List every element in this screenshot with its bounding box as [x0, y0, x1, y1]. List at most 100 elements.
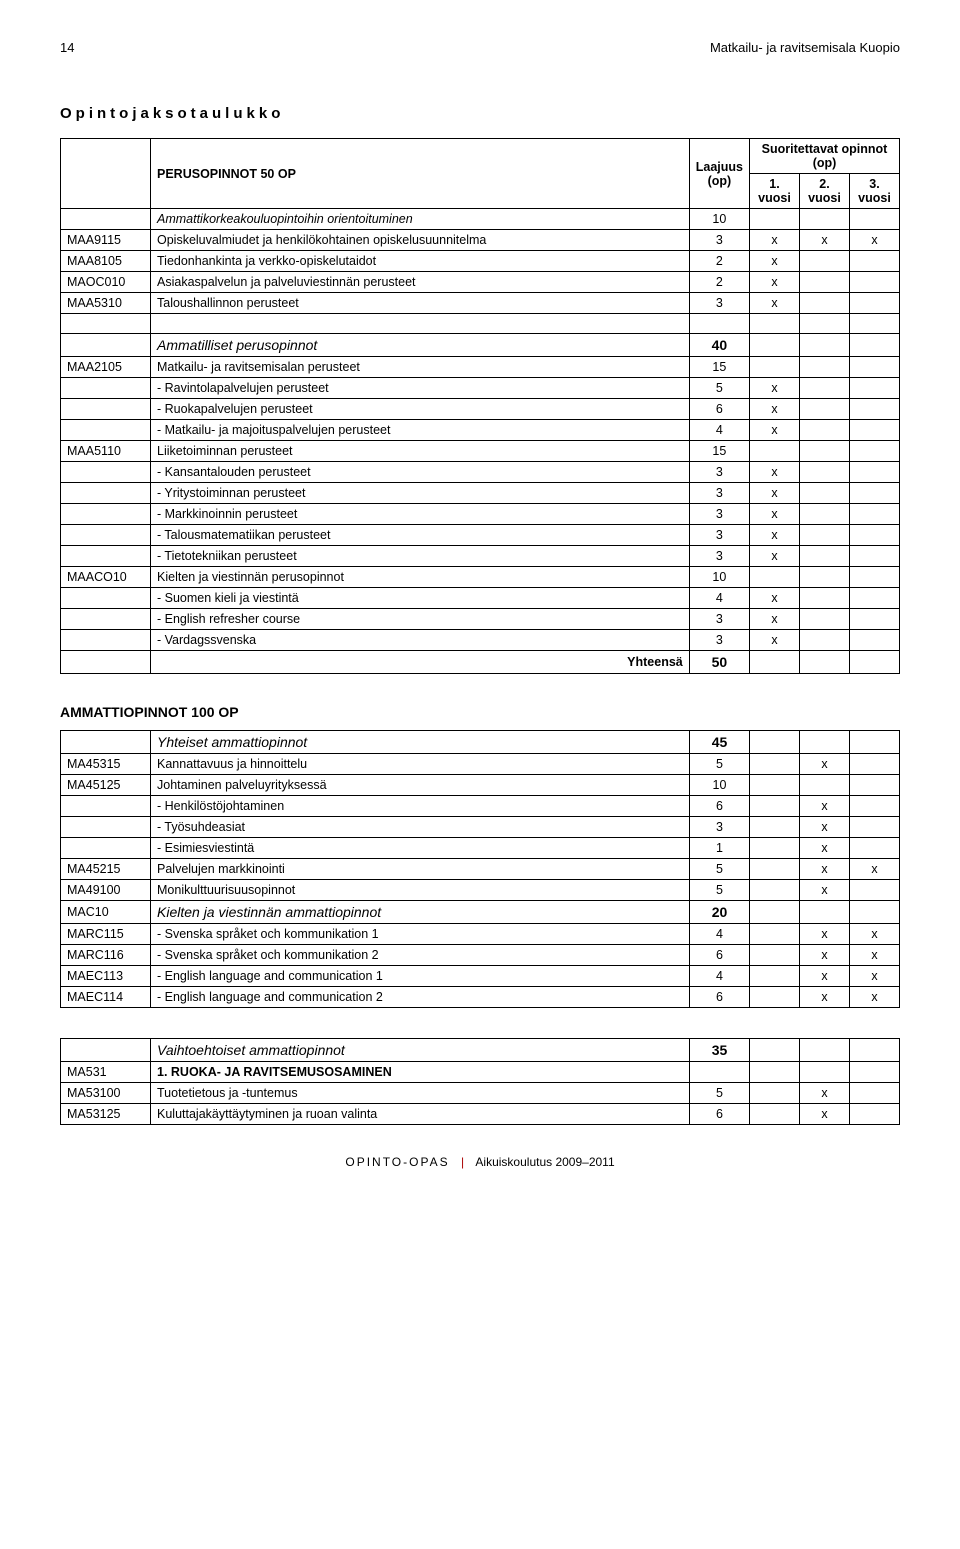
empty-cell: [750, 314, 800, 334]
cell: [750, 838, 800, 859]
cell: [850, 838, 900, 859]
cell: - Markkinoinnin perusteet: [151, 504, 690, 525]
cell: [850, 209, 900, 230]
table-row: - Työsuhdeasiat3x: [61, 817, 900, 838]
cell: [800, 334, 850, 357]
cell: x: [750, 462, 800, 483]
cell: 4: [690, 924, 750, 945]
cell: - Henkilöstöjohtaminen: [151, 796, 690, 817]
total-label: Yhteensä: [151, 651, 690, 674]
cell: MAA5310: [61, 293, 151, 314]
cell: - Svenska språket och kommunikation 1: [151, 924, 690, 945]
cell: [750, 880, 800, 901]
cell: [800, 441, 850, 462]
cell: 10: [689, 567, 749, 588]
cell: 4: [689, 420, 749, 441]
cell: Kielten ja viestinnän perusopinnot: [151, 567, 690, 588]
cell: [800, 399, 850, 420]
cell: x: [750, 504, 800, 525]
cell: MAA8105: [61, 251, 151, 272]
cell: [750, 334, 800, 357]
cell: [750, 1062, 800, 1083]
table-row: MA49100Monikulttuurisuusopinnot5x: [61, 880, 900, 901]
cell: x: [750, 588, 800, 609]
cell: x: [800, 859, 850, 880]
cell: Opiskeluvalmiudet ja henkilökohtainen op…: [151, 230, 690, 251]
cell: [61, 838, 151, 859]
cell: 5: [690, 1083, 750, 1104]
subsection-title: AMMATTIOPINNOT 100 OP: [60, 704, 900, 720]
table-head-row: PERUSOPINNOT 50 OP Laajuus (op) Suoritet…: [61, 139, 900, 174]
cell: 6: [690, 796, 750, 817]
cell: [800, 420, 850, 441]
cell: [61, 817, 151, 838]
cell: [800, 462, 850, 483]
cell: [61, 731, 151, 754]
cell: 4: [690, 966, 750, 987]
cell: x: [800, 945, 850, 966]
cell: - Suomen kieli ja viestintä: [151, 588, 690, 609]
cell: [61, 378, 151, 399]
suorit-header: Suoritettavat opinnot (op): [750, 139, 900, 174]
cell: x: [750, 399, 800, 420]
empty-cell: [151, 314, 690, 334]
cell: [61, 796, 151, 817]
footer: OPINTO-OPAS | Aikuiskoulutus 2009–2011: [60, 1155, 900, 1169]
cell: [61, 504, 151, 525]
cell: x: [750, 525, 800, 546]
cell: [800, 1062, 850, 1083]
total-row: Yhteensä 50: [61, 651, 900, 674]
table-row: - Matkailu- ja majoituspalvelujen perust…: [61, 420, 900, 441]
cell: x: [850, 230, 900, 251]
cell: x: [750, 251, 800, 272]
table-row: MA5311. RUOKA- JA RAVITSEMUSOSAMINEN: [61, 1062, 900, 1083]
cell: x: [850, 859, 900, 880]
cell: x: [800, 1083, 850, 1104]
cell: 3: [690, 817, 750, 838]
cell: [800, 901, 850, 924]
table-row: - Ruokapalvelujen perusteet6x: [61, 399, 900, 420]
cell: 6: [689, 399, 749, 420]
cell: [850, 901, 900, 924]
cell: [850, 293, 900, 314]
table-row: MAA8105Tiedonhankinta ja verkko-opiskelu…: [61, 251, 900, 272]
cell: [750, 987, 800, 1008]
cell: Kannattavuus ja hinnoittelu: [151, 754, 690, 775]
cell: 5: [690, 859, 750, 880]
cell: - Kansantalouden perusteet: [151, 462, 690, 483]
cell: [750, 901, 800, 924]
cell: MAEC113: [61, 966, 151, 987]
cell: - Svenska språket och kommunikation 2: [151, 945, 690, 966]
cell: [850, 420, 900, 441]
table-row: - Ravintolapalvelujen perusteet5x: [61, 378, 900, 399]
cell: x: [750, 420, 800, 441]
empty-cell: [61, 314, 151, 334]
cell: Tuotetietous ja -tuntemus: [151, 1083, 690, 1104]
cell: MARC115: [61, 924, 151, 945]
cell: [850, 441, 900, 462]
cell: 3: [689, 483, 749, 504]
table-vaihtoehtoiset: Vaihtoehtoiset ammattiopinnot35MA5311. R…: [60, 1038, 900, 1125]
empty-cell: [689, 314, 749, 334]
cell: [850, 357, 900, 378]
table-row: - Kansantalouden perusteet3x: [61, 462, 900, 483]
table-row: MA45315Kannattavuus ja hinnoittelu5x: [61, 754, 900, 775]
cell: - Ravintolapalvelujen perusteet: [151, 378, 690, 399]
cell: [750, 775, 800, 796]
cell: x: [800, 754, 850, 775]
cell: 4: [689, 588, 749, 609]
cell: - Ruokapalvelujen perusteet: [151, 399, 690, 420]
cell: x: [750, 230, 800, 251]
cell: 2: [689, 251, 749, 272]
cell: [800, 609, 850, 630]
y2-header: 2. vuosi: [800, 174, 850, 209]
cell: [750, 731, 800, 754]
cell: [61, 630, 151, 651]
cell: [800, 775, 850, 796]
cell: - Matkailu- ja majoituspalvelujen perust…: [151, 420, 690, 441]
cell: 3: [689, 293, 749, 314]
cell: [800, 293, 850, 314]
table-row: MAA2105Matkailu- ja ravitsemisalan perus…: [61, 357, 900, 378]
cell: [850, 1039, 900, 1062]
cell: Palvelujen markkinointi: [151, 859, 690, 880]
